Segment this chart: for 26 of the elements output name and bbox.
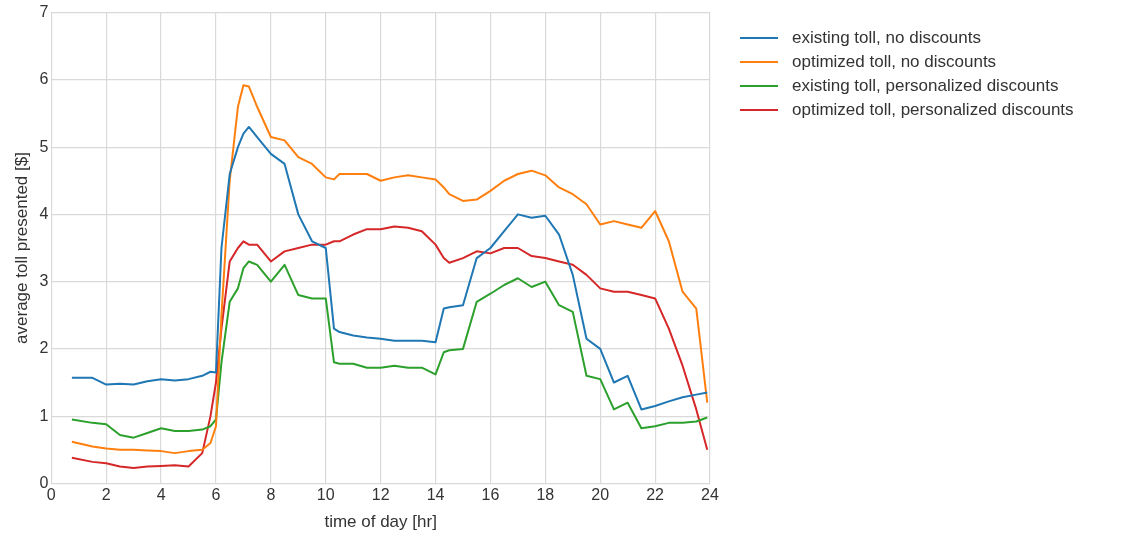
- x-tick-label: 10: [316, 486, 335, 504]
- x-tick-label: 4: [156, 486, 166, 504]
- y-tick-label: 6: [39, 70, 49, 88]
- x-tick-label: 16: [481, 486, 500, 504]
- y-tick-label: 0: [39, 473, 49, 491]
- x-tick-label: 18: [536, 486, 555, 504]
- x-tick-label: 14: [426, 486, 445, 504]
- x-tick-label: 20: [591, 486, 610, 504]
- legend-label: existing toll, no discounts: [792, 28, 981, 48]
- y-tick-label: 5: [39, 137, 49, 155]
- x-tick-label: 6: [211, 486, 221, 504]
- y-tick-label: 1: [39, 406, 49, 424]
- x-tick-label: 24: [701, 486, 719, 504]
- legend-label: optimized toll, no discounts: [792, 52, 997, 72]
- y-tick-label: 4: [39, 204, 49, 222]
- x-tick-label: 12: [371, 486, 390, 504]
- x-tick-label: 2: [101, 486, 111, 504]
- y-axis-title: average toll presented [$]: [11, 152, 31, 344]
- y-tick-label: 3: [39, 272, 49, 290]
- y-tick-label: 2: [39, 339, 49, 357]
- y-tick-label: 7: [39, 3, 49, 21]
- legend-label: existing toll, personalized discounts: [792, 76, 1059, 96]
- x-axis-title: time of day [hr]: [324, 512, 437, 532]
- x-tick-label: 8: [266, 486, 276, 504]
- x-tick-label: 22: [646, 486, 665, 504]
- legend-label: optimized toll, personalized discounts: [792, 100, 1074, 120]
